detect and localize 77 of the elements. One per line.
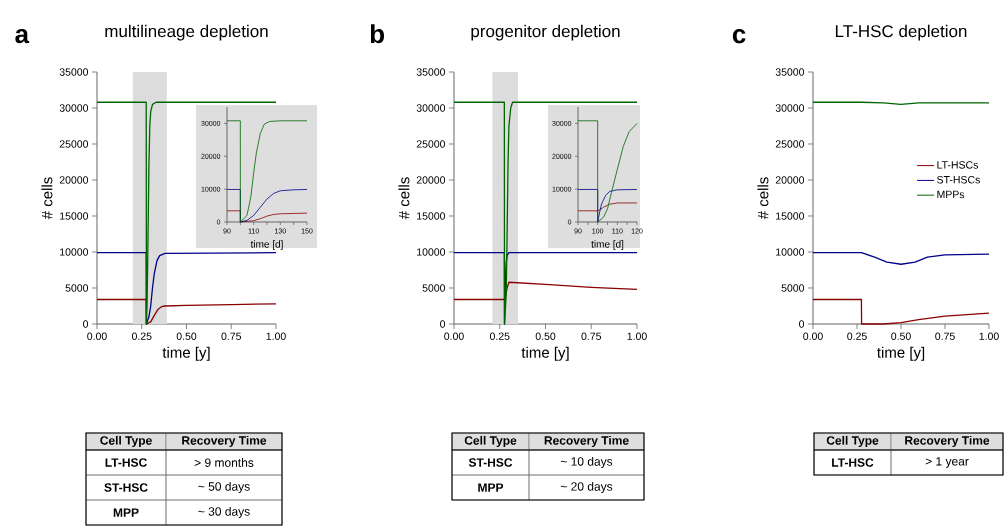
y-tick-label: 30000	[775, 104, 805, 112]
text: ~ 50 days	[198, 481, 250, 494]
x-axis-title: time [d]	[591, 240, 624, 250]
x-axis-title: time [y]	[162, 346, 210, 361]
x-tick-label: 0.75	[581, 332, 602, 340]
text: LT-HSC	[105, 458, 147, 467]
line-series	[453, 281, 638, 301]
line-series	[577, 202, 638, 212]
y-tick-label: 35000	[416, 68, 446, 76]
y-tick-label: 15000	[417, 212, 446, 220]
text: Cell Type	[826, 435, 879, 448]
y-tick-label: 20000	[775, 176, 805, 184]
x-tick-label: 0.75	[935, 332, 955, 340]
x-axis-title: time [y]	[521, 346, 569, 361]
legend-label: LT-HSCs	[937, 161, 978, 169]
text: ~ 20 days	[560, 481, 613, 494]
y-tick-label: 10000	[776, 248, 805, 256]
chart-title: LT-HSC depletion	[835, 24, 967, 41]
legend-label: ST-HSCs	[937, 176, 980, 184]
text: > 1 year	[925, 457, 969, 468]
text: ST-HSC	[468, 458, 513, 467]
y-tick-label: 10000	[417, 248, 446, 256]
x-tick-label: 0.00	[87, 332, 107, 340]
y-tick-label: 5000	[65, 284, 89, 292]
x-axis-title: time [d]	[250, 240, 283, 250]
legend-label: MPPs	[937, 190, 965, 199]
x-tick-label: 0.00	[803, 332, 823, 340]
y-tick-label: 5000	[781, 284, 805, 292]
chart-title: progenitor depletion	[471, 24, 620, 41]
y-tick-label: 15000	[60, 212, 89, 220]
line-series	[812, 252, 990, 265]
y-tick-label: 0	[83, 320, 89, 328]
x-tick-label: 1.00	[627, 332, 647, 340]
y-tick-label: 25000	[416, 140, 446, 148]
x-tick-label: 0.25	[489, 332, 510, 340]
y-tick-label: 20000	[59, 176, 89, 184]
y-axis-title: # cells	[41, 177, 53, 220]
y-tick-label: 25000	[775, 140, 805, 148]
text: Cell Type	[464, 435, 517, 448]
x-tick-label: 0.50	[891, 332, 911, 340]
y-tick-label: 5000	[422, 284, 446, 292]
x-tick-label: 0.75	[221, 332, 242, 340]
text: Cell Type	[100, 435, 152, 448]
y-tick-label: 30000	[59, 104, 89, 112]
text: ST-HSC	[104, 483, 148, 492]
y-tick-label: 0	[440, 320, 446, 328]
text: c	[732, 29, 746, 44]
x-tick-label: 0.50	[176, 332, 197, 340]
text: ~ 10 days	[560, 456, 613, 469]
text: Recovery Time	[182, 435, 267, 448]
text: ~ 30 days	[198, 506, 250, 519]
x-tick-label: 1.00	[266, 332, 286, 340]
text: MPP	[478, 483, 504, 492]
y-tick-label: 0	[799, 320, 805, 328]
chart-title: multilineage depletion	[105, 24, 268, 41]
y-tick-label: 25000	[59, 140, 89, 148]
text: MPP	[113, 508, 139, 517]
y-tick-label: 35000	[775, 68, 805, 76]
y-axis-title: # cells	[398, 177, 410, 220]
text: LT-HSC	[832, 458, 874, 467]
x-axis-title: time [y]	[877, 346, 925, 361]
y-axis-title: # cells	[757, 177, 769, 220]
y-tick-label: 35000	[59, 68, 89, 76]
x-tick-label: 0.00	[444, 332, 464, 340]
x-tick-label: 0.25	[131, 332, 152, 340]
y-tick-label: 30000	[416, 104, 446, 112]
text: b	[370, 24, 385, 44]
x-tick-label: 0.50	[535, 332, 556, 340]
text: > 9 months	[194, 458, 254, 467]
text: Recovery Time	[905, 435, 990, 448]
x-tick-label: 0.25	[847, 332, 867, 340]
y-tick-label: 15000	[776, 212, 805, 220]
y-tick-label: 20000	[416, 176, 446, 184]
text: a	[15, 29, 30, 44]
x-tick-label: 1.00	[979, 332, 999, 340]
text: Recovery Time	[544, 435, 629, 448]
y-tick-label: 10000	[60, 248, 89, 256]
